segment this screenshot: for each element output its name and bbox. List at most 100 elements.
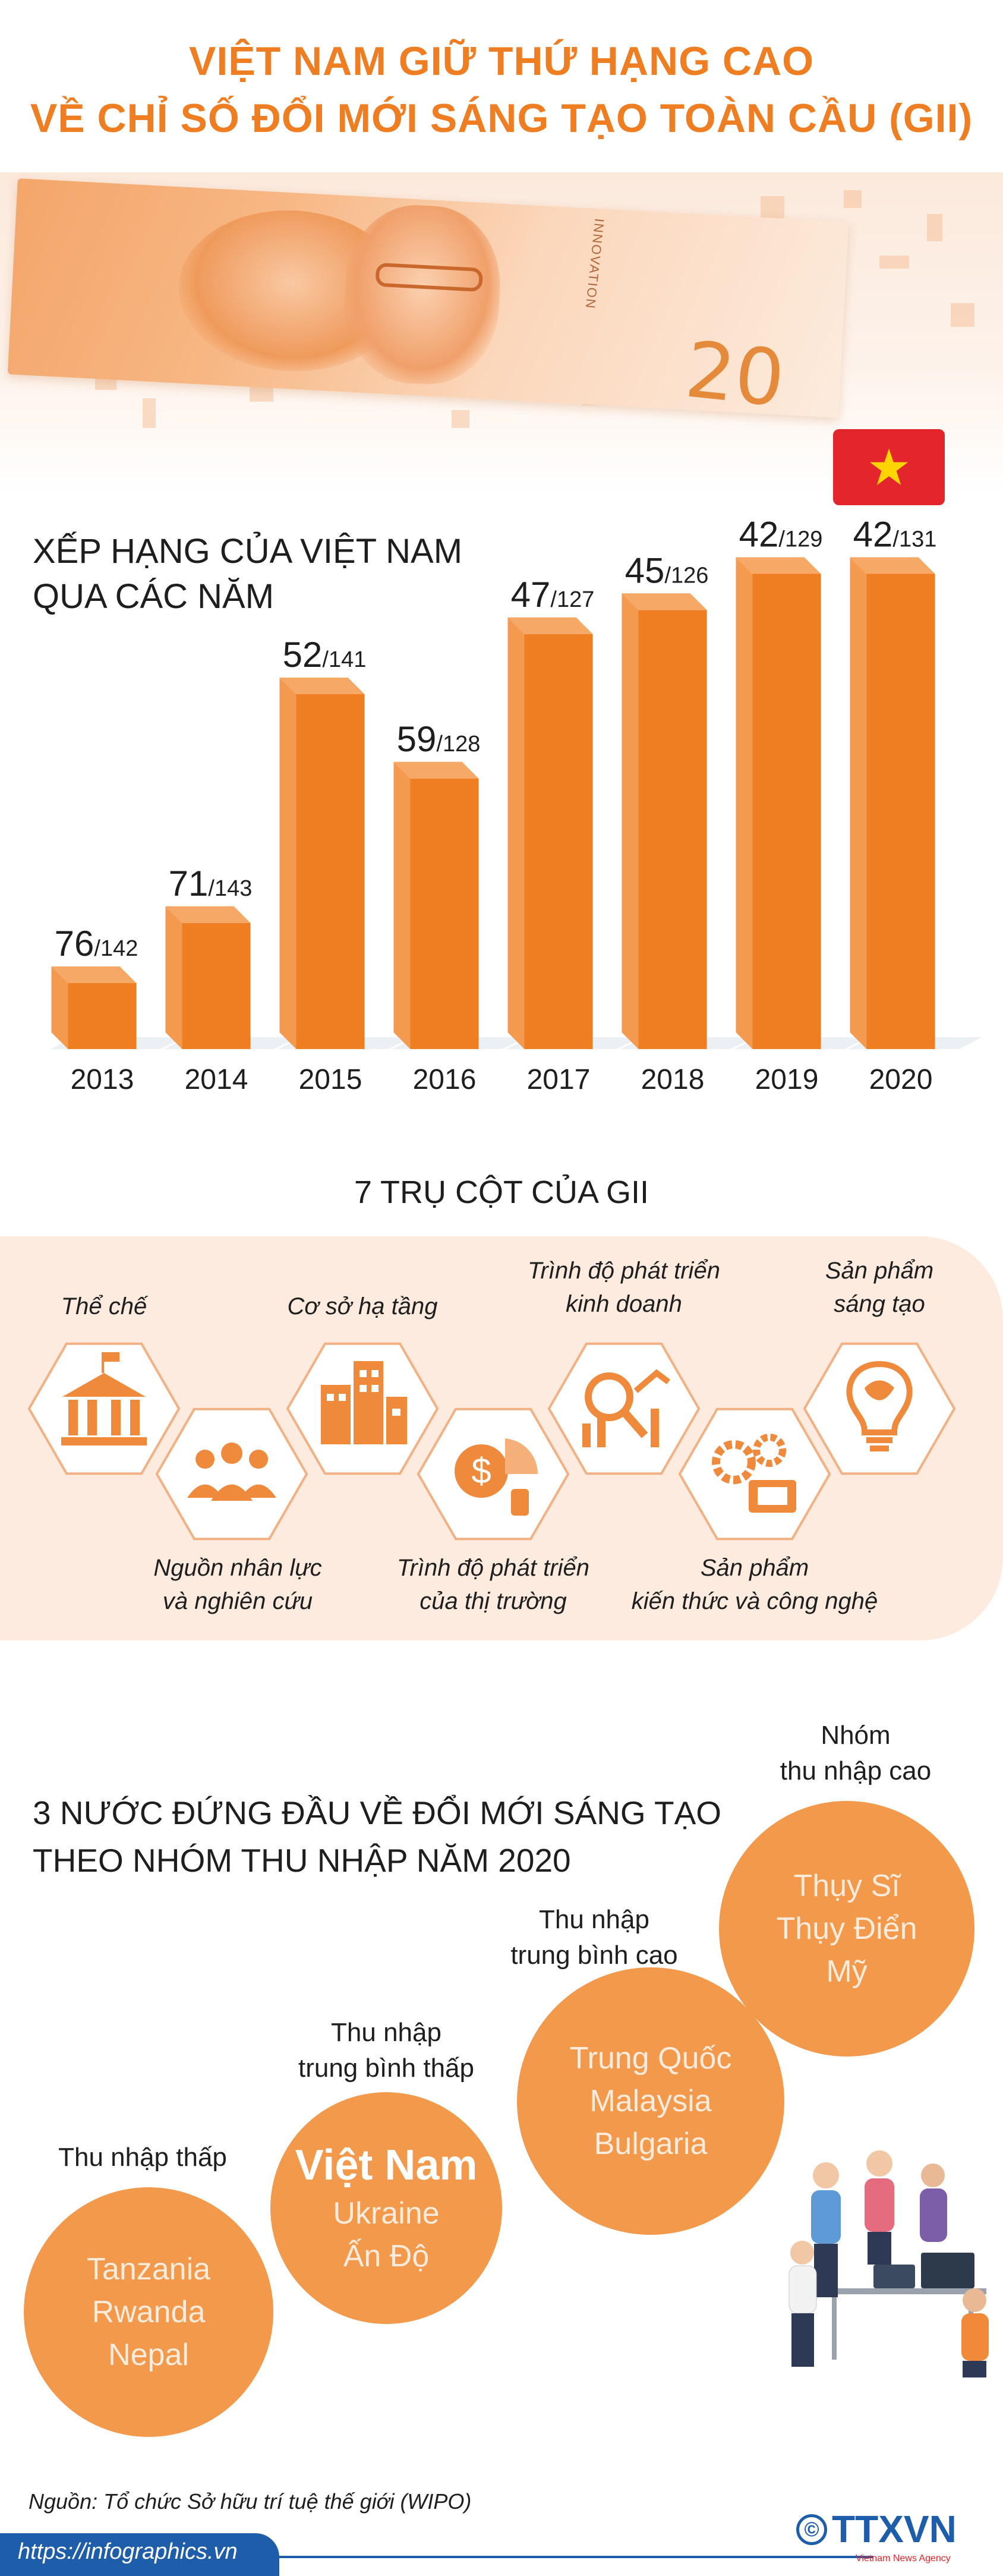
bar-top: [279, 678, 365, 694]
bar-side: [736, 557, 753, 1049]
pillar-1: [27, 1331, 181, 1486]
pillar-7: [802, 1331, 957, 1486]
footer-bar: [0, 2533, 279, 2576]
year-tick-label: 2020: [869, 1064, 933, 1095]
bar-front: [296, 694, 365, 1049]
bar-front: [410, 778, 479, 1049]
pillar-3: [285, 1331, 440, 1486]
rank-total: /142: [94, 936, 138, 961]
rank-total: /141: [322, 647, 366, 672]
pillar-5: [547, 1331, 701, 1486]
bar-2020: 42/131 2020: [849, 515, 983, 1095]
bar-side: [393, 761, 411, 1049]
year-tick-label: 2019: [755, 1064, 819, 1095]
pillar-2: [154, 1397, 309, 1551]
people-icon: [187, 1443, 276, 1501]
rank-value: 45: [625, 550, 665, 590]
year-tick-label: 2018: [641, 1064, 705, 1095]
country-tanzania: Tanzania: [86, 2252, 211, 2287]
bar-side: [51, 966, 68, 1049]
circle-lower-middle-income: Việt Nam Ukraine Ấn Độ: [270, 2092, 502, 2324]
bar-2016: 59/128 2016: [392, 719, 526, 1095]
rank-total: /127: [550, 587, 594, 612]
bar-2014: 71/143 2014: [164, 864, 298, 1095]
rank-value: 47: [511, 575, 551, 615]
rank-value: 59: [397, 719, 437, 759]
ttxvn-logo: TTXVN: [832, 2508, 957, 2550]
bar-value-label: 45/126: [625, 550, 709, 590]
year-tick-label: 2017: [527, 1064, 591, 1095]
year-tick-label: 2016: [413, 1064, 477, 1095]
bar-front: [182, 922, 251, 1049]
ranking-title-line-1: XẾP HẠNG CỦA VIỆT NAM: [33, 532, 463, 571]
source-note: Nguồn: Tổ chức Sở hữu trí tuệ thế giới (…: [29, 2489, 472, 2514]
bar-front: [68, 983, 137, 1049]
country-sweden: Thụy Điển: [776, 1911, 917, 1946]
circle-upper-middle-income: Trung Quốc Malaysia Bulgaria: [517, 1967, 784, 2235]
bar-value-label: 42/129: [739, 515, 823, 555]
rank-value: 42: [739, 515, 779, 555]
pillars-title: 7 TRỤ CỘT CỦA GII: [354, 1174, 649, 1210]
year-tick-label: 2015: [299, 1064, 362, 1095]
infrastructure-buildings-icon: [321, 1361, 407, 1444]
bar-top: [622, 593, 707, 610]
bar-top: [507, 617, 593, 634]
bar-top: [736, 557, 821, 574]
business-growth-icon: [582, 1369, 670, 1447]
circle-high-income: Thụy Sĩ Thụy Điển Mỹ: [719, 1801, 974, 2057]
footer-url-link[interactable]: https://infographics.vn: [18, 2539, 238, 2564]
pillar-4: $: [416, 1397, 570, 1551]
rank-value: 76: [55, 924, 94, 963]
ranking-bar-chart: 76/142 2013 71/143 2014 52/141 2015 59/128 2016…: [50, 515, 983, 1095]
pillar-6: [677, 1397, 832, 1551]
technology-gears-icon: [712, 1434, 796, 1513]
rank-value: 42: [853, 515, 893, 555]
rank-total: /126: [664, 563, 708, 588]
bar-value-label: 47/127: [511, 575, 595, 615]
bar-side: [850, 557, 867, 1049]
pillar-label-7: Sản phẩm sáng tạo: [825, 1258, 934, 1317]
bar-value-label: 71/143: [169, 864, 253, 903]
bar-front: [524, 634, 593, 1049]
bar-front: [866, 574, 935, 1049]
bar-2013: 76/142 2013: [50, 924, 184, 1095]
bar-value-label: 59/128: [397, 719, 481, 759]
country-malaysia: Malaysia: [589, 2084, 712, 2118]
bar-value-label: 42/131: [853, 515, 937, 555]
ranking-chart-title: XẾP HẠNG CỦA VIỆT NAM QUA CÁC NĂM: [33, 529, 462, 619]
country-bulgaria: Bulgaria: [594, 2127, 708, 2161]
rank-total: /131: [892, 527, 936, 552]
group-label-upper-middle: Thu nhập trung bình cao: [510, 1905, 678, 1970]
pillar-label-5: Trình độ phát triển kinh doanh: [528, 1258, 720, 1317]
country-usa: Mỹ: [826, 1954, 868, 1989]
bar-top: [165, 906, 251, 923]
pillar-label-6: Sản phẩm kiến thức và công nghệ: [631, 1555, 878, 1614]
country-rwanda: Rwanda: [92, 2295, 206, 2329]
market-money-icon: $: [455, 1438, 538, 1516]
country-china: Trung Quốc: [569, 2041, 732, 2076]
bar-2015: 52/141 2015: [278, 635, 412, 1095]
bar-value-label: 52/141: [283, 635, 367, 675]
country-switzerland: Thụy Sĩ: [793, 1869, 900, 1903]
bar-top: [393, 761, 479, 779]
rank-total: /129: [778, 527, 822, 552]
footer-divider: [279, 2556, 873, 2558]
pillar-label-4: Trình độ phát triển của thị trường: [397, 1555, 589, 1614]
year-tick-label: 2014: [185, 1064, 248, 1095]
bar-front: [752, 574, 821, 1049]
country-vietnam: Việt Nam: [295, 2142, 478, 2189]
ranking-title-line-2: QUA CÁC NĂM: [33, 577, 275, 616]
office-team-illustration: [788, 2150, 989, 2377]
pillar-label-2: Nguồn nhân lực và nghiên cứu: [153, 1555, 322, 1614]
bar-side: [165, 906, 182, 1049]
circle-low-income: Tanzania Rwanda Nepal: [24, 2187, 273, 2437]
bar-side: [507, 617, 525, 1049]
rank-value: 52: [283, 635, 323, 675]
svg-text:$: $: [471, 1451, 491, 1491]
institution-building-icon: [61, 1352, 147, 1446]
title-line-2: VỀ CHỈ SỐ ĐỔI MỚI SÁNG TẠO TOÀN CẦU (GII…: [30, 96, 973, 141]
bar-2018: 45/126 2018: [620, 550, 755, 1095]
bar-value-label: 76/142: [55, 924, 138, 963]
copyright-icon: ©: [796, 2514, 827, 2545]
bar-top: [51, 966, 137, 983]
